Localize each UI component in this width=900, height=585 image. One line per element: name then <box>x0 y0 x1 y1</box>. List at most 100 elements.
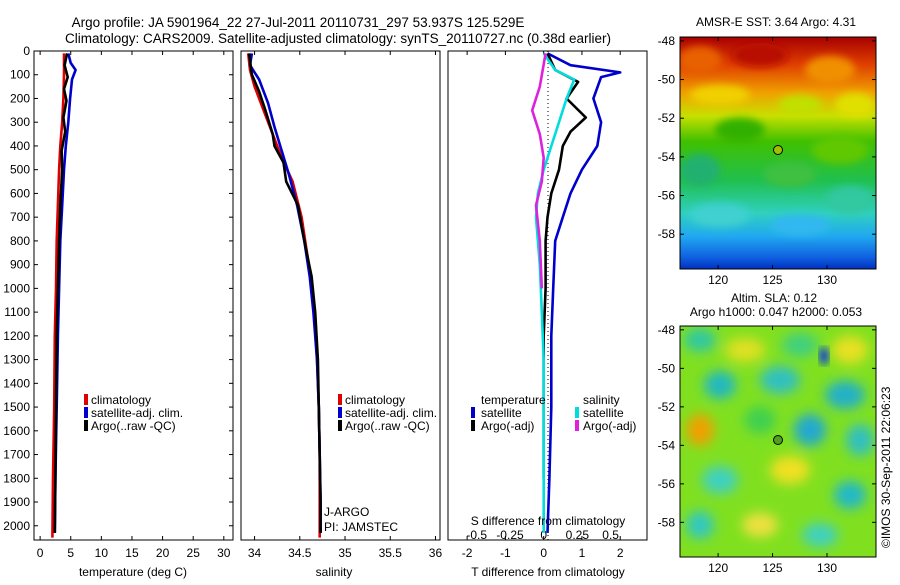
s-difference-tick-label: 0.25 <box>566 528 590 542</box>
temperature-panel: 0100200300400500600700800900100011001200… <box>3 44 647 579</box>
legend-label-t-satellite: satellite <box>481 406 522 420</box>
depth-tick-label: 400 <box>10 139 30 153</box>
map-x-tick-label: 130 <box>817 273 837 287</box>
legend-swatch-climatology <box>338 394 342 405</box>
depth-tick-label: 800 <box>10 234 30 248</box>
depth-tick-label: 300 <box>10 115 30 129</box>
sla-low-core <box>819 347 829 365</box>
map-y-tick-label: -52 <box>658 111 676 125</box>
x-tick-label: 0 <box>540 546 547 560</box>
salinity-legend: climatology satellite-adj. clim. Argo(..… <box>338 393 437 433</box>
s-difference-axis-label: S difference from climatology <box>471 514 626 528</box>
legend-label-argo: Argo(..raw -QC) <box>91 419 176 433</box>
legend-label-t-argo: Argo(-adj) <box>481 419 534 433</box>
map-x-tick-label: 120 <box>708 561 728 575</box>
salinity-series <box>246 53 322 538</box>
depth-tick-label: 500 <box>10 163 30 177</box>
sst-map-axes: 120 125 130 -48 -50 -52 -54 -56 -58 <box>658 34 876 287</box>
depth-tick-label: 1500 <box>3 400 30 414</box>
sla-map: Altim. SLA: 0.12 Argo h1000: 0.047 h2000… <box>658 291 877 575</box>
temperature-axis-label: temperature (deg C) <box>79 565 187 579</box>
difference-panel: -2 -1 0 1 2 -0.5 -0.25 0 0.25 0.5 S difference f… <box>447 50 648 579</box>
legend-label-s-argo: Argo(-adj) <box>583 419 636 433</box>
map-y-tick-label: -54 <box>658 438 676 452</box>
x-tick-label: 2 <box>617 546 624 560</box>
map-y-tick-label: -50 <box>658 73 676 87</box>
x-tick-label: 34 <box>248 546 262 560</box>
copyright-stamp: ©IMOS 30-Sep-2011 22:06:23 <box>879 386 893 548</box>
depth-tick-label: 700 <box>10 210 30 224</box>
salinity-plot-frame <box>240 50 441 541</box>
legend-label-satellite: satellite-adj. clim. <box>91 406 183 420</box>
sla-map-title: Altim. SLA: 0.12 <box>731 291 817 305</box>
map-y-tick-label: -52 <box>658 400 676 414</box>
temperature-series <box>51 53 77 538</box>
depth-tick-label: 2000 <box>3 519 30 533</box>
s-difference-tick-label: -0.5 <box>466 528 487 542</box>
depth-tick-label: 1300 <box>3 353 30 367</box>
map-y-tick-label: -48 <box>658 34 676 48</box>
difference-series <box>530 52 622 533</box>
series-s-argo-adj <box>530 53 547 289</box>
map-y-tick-label: -58 <box>658 515 676 529</box>
x-tick-label: 35.5 <box>379 546 403 560</box>
legend-label-argo: Argo(..raw -QC) <box>345 419 430 433</box>
series-argo-raw-qc <box>53 53 69 533</box>
map-x-tick-label: 125 <box>763 561 783 575</box>
t-difference-axis-label: T difference from climatology <box>471 565 625 579</box>
legend-swatch-satellite <box>338 407 342 418</box>
depth-tick-label: 1900 <box>3 495 30 509</box>
header-line-2: Climatology: CARS2009. Satellite-adjuste… <box>65 31 611 46</box>
legend-swatch-t-argo <box>471 420 475 431</box>
sla-map-frame <box>679 325 877 558</box>
map-y-tick-label: -56 <box>658 189 676 203</box>
map-x-tick-label: 125 <box>763 273 783 287</box>
sst-map-frame <box>679 36 877 270</box>
s-difference-axis: -0.5 -0.25 0 0.25 0.5 <box>466 528 619 542</box>
temperature-legend: climatology satellite-adj. clim. Argo(..… <box>84 393 183 433</box>
series-t-argo-adj <box>542 52 588 479</box>
legend-label-satellite: satellite-adj. clim. <box>345 406 437 420</box>
salinity-panel: 34 34.5 35 35.5 36 salinity climatology sate… <box>240 50 442 579</box>
pi-label: PI: JAMSTEC <box>324 520 398 534</box>
difference-legend: temperature satellite Argo(-adj) salinit… <box>471 393 636 433</box>
sla-map-subtitle: Argo h1000: 0.047 h2000: 0.053 <box>690 305 862 319</box>
depth-tick-label: 1400 <box>3 376 30 390</box>
sla-map-axes: 120 125 130 -48 -50 -52 -54 -56 -58 <box>658 323 876 575</box>
legend-swatch-climatology <box>84 394 88 405</box>
depth-tick-label: 1000 <box>3 281 30 295</box>
x-tick-label: -1 <box>500 546 511 560</box>
depth-tick-label: 100 <box>10 68 30 82</box>
sst-map-title: AMSR-E SST: 3.64 Argo: 4.31 <box>696 15 856 29</box>
series-climatology <box>51 53 66 538</box>
depth-tick-label: 1600 <box>3 424 30 438</box>
map-y-tick-label: -54 <box>658 150 676 164</box>
s-difference-tick-label: -0.25 <box>496 528 524 542</box>
legend-swatch-s-satellite <box>575 407 579 418</box>
argo-position-marker <box>773 435 783 445</box>
temperature-axis: 0 5 10 15 20 25 30 <box>37 51 231 560</box>
map-y-tick-label: -48 <box>658 323 676 337</box>
legend-heading-salinity: salinity <box>583 393 620 407</box>
x-tick-label: 30 <box>217 546 231 560</box>
x-tick-label: 15 <box>125 546 139 560</box>
map-y-tick-label: -50 <box>658 361 676 375</box>
x-tick-label: 5 <box>67 546 74 560</box>
legend-swatch-t-satellite <box>471 407 475 418</box>
legend-label-climatology: climatology <box>345 393 405 407</box>
x-tick-label: -2 <box>462 546 473 560</box>
x-tick-label: 25 <box>187 546 201 560</box>
depth-tick-label: 200 <box>10 91 30 105</box>
series-t-satellite <box>546 52 622 533</box>
x-tick-label: 1 <box>579 546 586 560</box>
legend-swatch-argo <box>84 420 88 431</box>
sla-heatmap <box>680 326 876 557</box>
x-tick-label: 10 <box>95 546 109 560</box>
depth-tick-label: 1200 <box>3 329 30 343</box>
series-argo-raw-qc <box>247 53 322 533</box>
depth-tick-label: 1700 <box>3 448 30 462</box>
float-owner-label: J-ARGO <box>324 505 369 519</box>
legend-label-climatology: climatology <box>91 393 151 407</box>
s-difference-tick-label: 0.5 <box>602 528 619 542</box>
